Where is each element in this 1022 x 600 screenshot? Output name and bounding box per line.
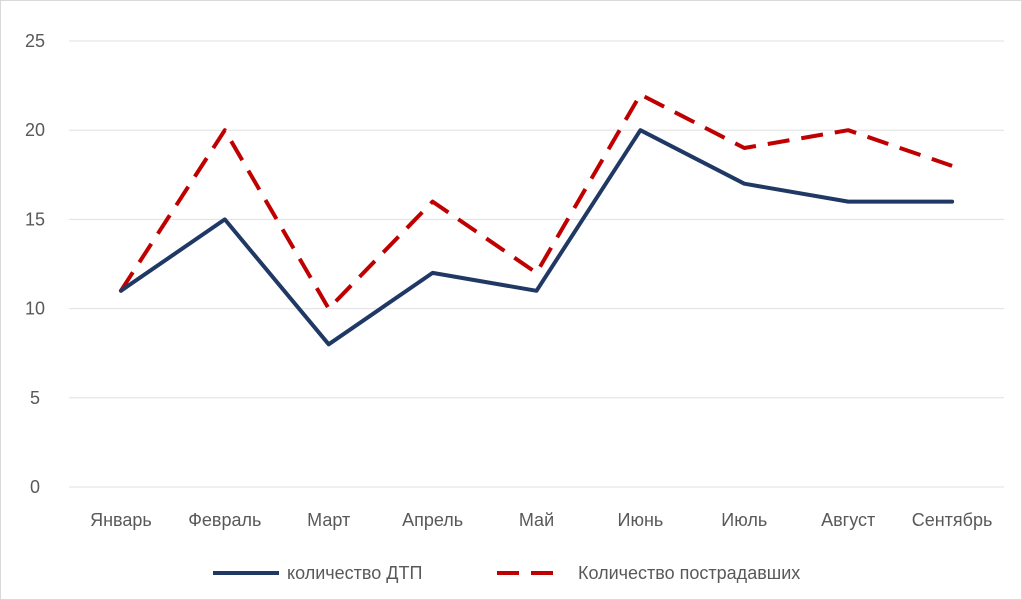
- series-line-1: [119, 92, 953, 311]
- gridlines: [69, 40, 1004, 488]
- legend-label: количество ДТП: [287, 563, 422, 583]
- x-tick-label: Апрель: [402, 510, 463, 530]
- x-axis-ticks: Январь Февраль Март Апрель Май Июнь Июль Август…: [90, 510, 992, 530]
- x-tick-label: Июнь: [618, 510, 664, 530]
- y-tick-label: 25: [25, 31, 45, 51]
- x-tick-label: Январь: [90, 510, 152, 530]
- x-tick-label: Февраль: [188, 510, 261, 530]
- y-tick-label: 10: [25, 299, 45, 319]
- legend-label: Количество пострадавших: [578, 563, 800, 583]
- y-tick-label: 15: [25, 209, 45, 229]
- series-lines: [118, 92, 955, 347]
- x-tick-label: Март: [307, 510, 350, 530]
- legend-item-1: Количество пострадавших: [497, 563, 800, 583]
- x-tick-label: Июль: [721, 510, 767, 530]
- y-tick-label: 5: [30, 388, 40, 408]
- series-line-0: [118, 128, 955, 347]
- y-tick-label: 20: [25, 120, 45, 140]
- x-tick-label: Сентябрь: [912, 510, 993, 530]
- y-axis-ticks: 0 5 10 15 20 25: [25, 31, 45, 497]
- x-tick-label: Май: [519, 510, 554, 530]
- y-tick-label: 0: [30, 477, 40, 497]
- legend: количество ДТП Количество пострадавших: [213, 563, 800, 583]
- legend-item-0: количество ДТП: [213, 563, 422, 583]
- x-tick-label: Август: [821, 510, 875, 530]
